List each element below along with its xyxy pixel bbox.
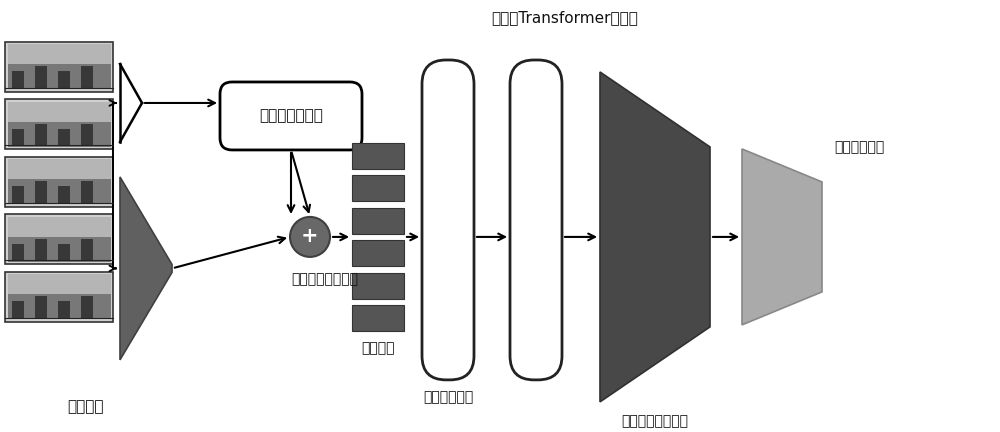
Text: 动作检测结果: 动作检测结果 (834, 140, 884, 154)
Bar (5, 42, 113, 92)
Bar (352, 175, 404, 201)
Polygon shape (120, 177, 172, 360)
Bar (81, 124, 93, 146)
Bar (8, 274, 110, 294)
Bar (12, 71, 24, 89)
FancyBboxPatch shape (422, 60, 474, 380)
Bar (8, 102, 110, 147)
Bar (81, 181, 93, 204)
Bar (12, 302, 24, 319)
Bar (352, 273, 404, 299)
Bar (352, 208, 404, 234)
Bar (35, 67, 47, 89)
Text: 轻量化卷积解码器: 轻量化卷积解码器 (622, 414, 688, 428)
Bar (58, 129, 70, 146)
Bar (5, 272, 113, 322)
Bar (81, 239, 93, 261)
Bar (8, 217, 110, 237)
Bar (8, 159, 110, 204)
Bar (35, 296, 47, 319)
Text: 动作片段: 动作片段 (361, 341, 395, 355)
Bar (35, 124, 47, 146)
Bar (81, 67, 93, 89)
Bar (58, 71, 70, 89)
Bar (58, 244, 70, 261)
FancyBboxPatch shape (510, 60, 562, 380)
Text: 多尺寸Transformer编码器: 多尺寸Transformer编码器 (492, 10, 638, 25)
Bar (8, 44, 110, 89)
Bar (5, 157, 113, 207)
Text: 全序列注意力: 全序列注意力 (423, 390, 473, 404)
Text: 骨干网络: 骨干网络 (67, 399, 103, 414)
Bar (8, 44, 110, 64)
Bar (5, 99, 113, 149)
Text: +: + (301, 226, 319, 246)
Bar (35, 181, 47, 204)
Circle shape (290, 217, 330, 257)
FancyBboxPatch shape (220, 82, 362, 150)
Bar (12, 129, 24, 146)
Bar (352, 240, 404, 266)
Text: 片段全局注意力: 片段全局注意力 (259, 108, 323, 124)
Bar (5, 214, 113, 264)
Bar (8, 159, 110, 179)
Bar (81, 296, 93, 319)
Text: +: + (301, 226, 319, 246)
Bar (58, 187, 70, 204)
Bar (12, 244, 24, 261)
Polygon shape (600, 72, 710, 402)
Polygon shape (742, 149, 822, 325)
Bar (58, 302, 70, 319)
Bar (35, 239, 47, 261)
Bar (352, 143, 404, 168)
Bar (8, 217, 110, 262)
Bar (12, 187, 24, 204)
Bar (8, 274, 110, 319)
Bar (8, 102, 110, 122)
Text: 潜在动作区间融合: 潜在动作区间融合 (292, 272, 358, 286)
Bar (352, 305, 404, 331)
